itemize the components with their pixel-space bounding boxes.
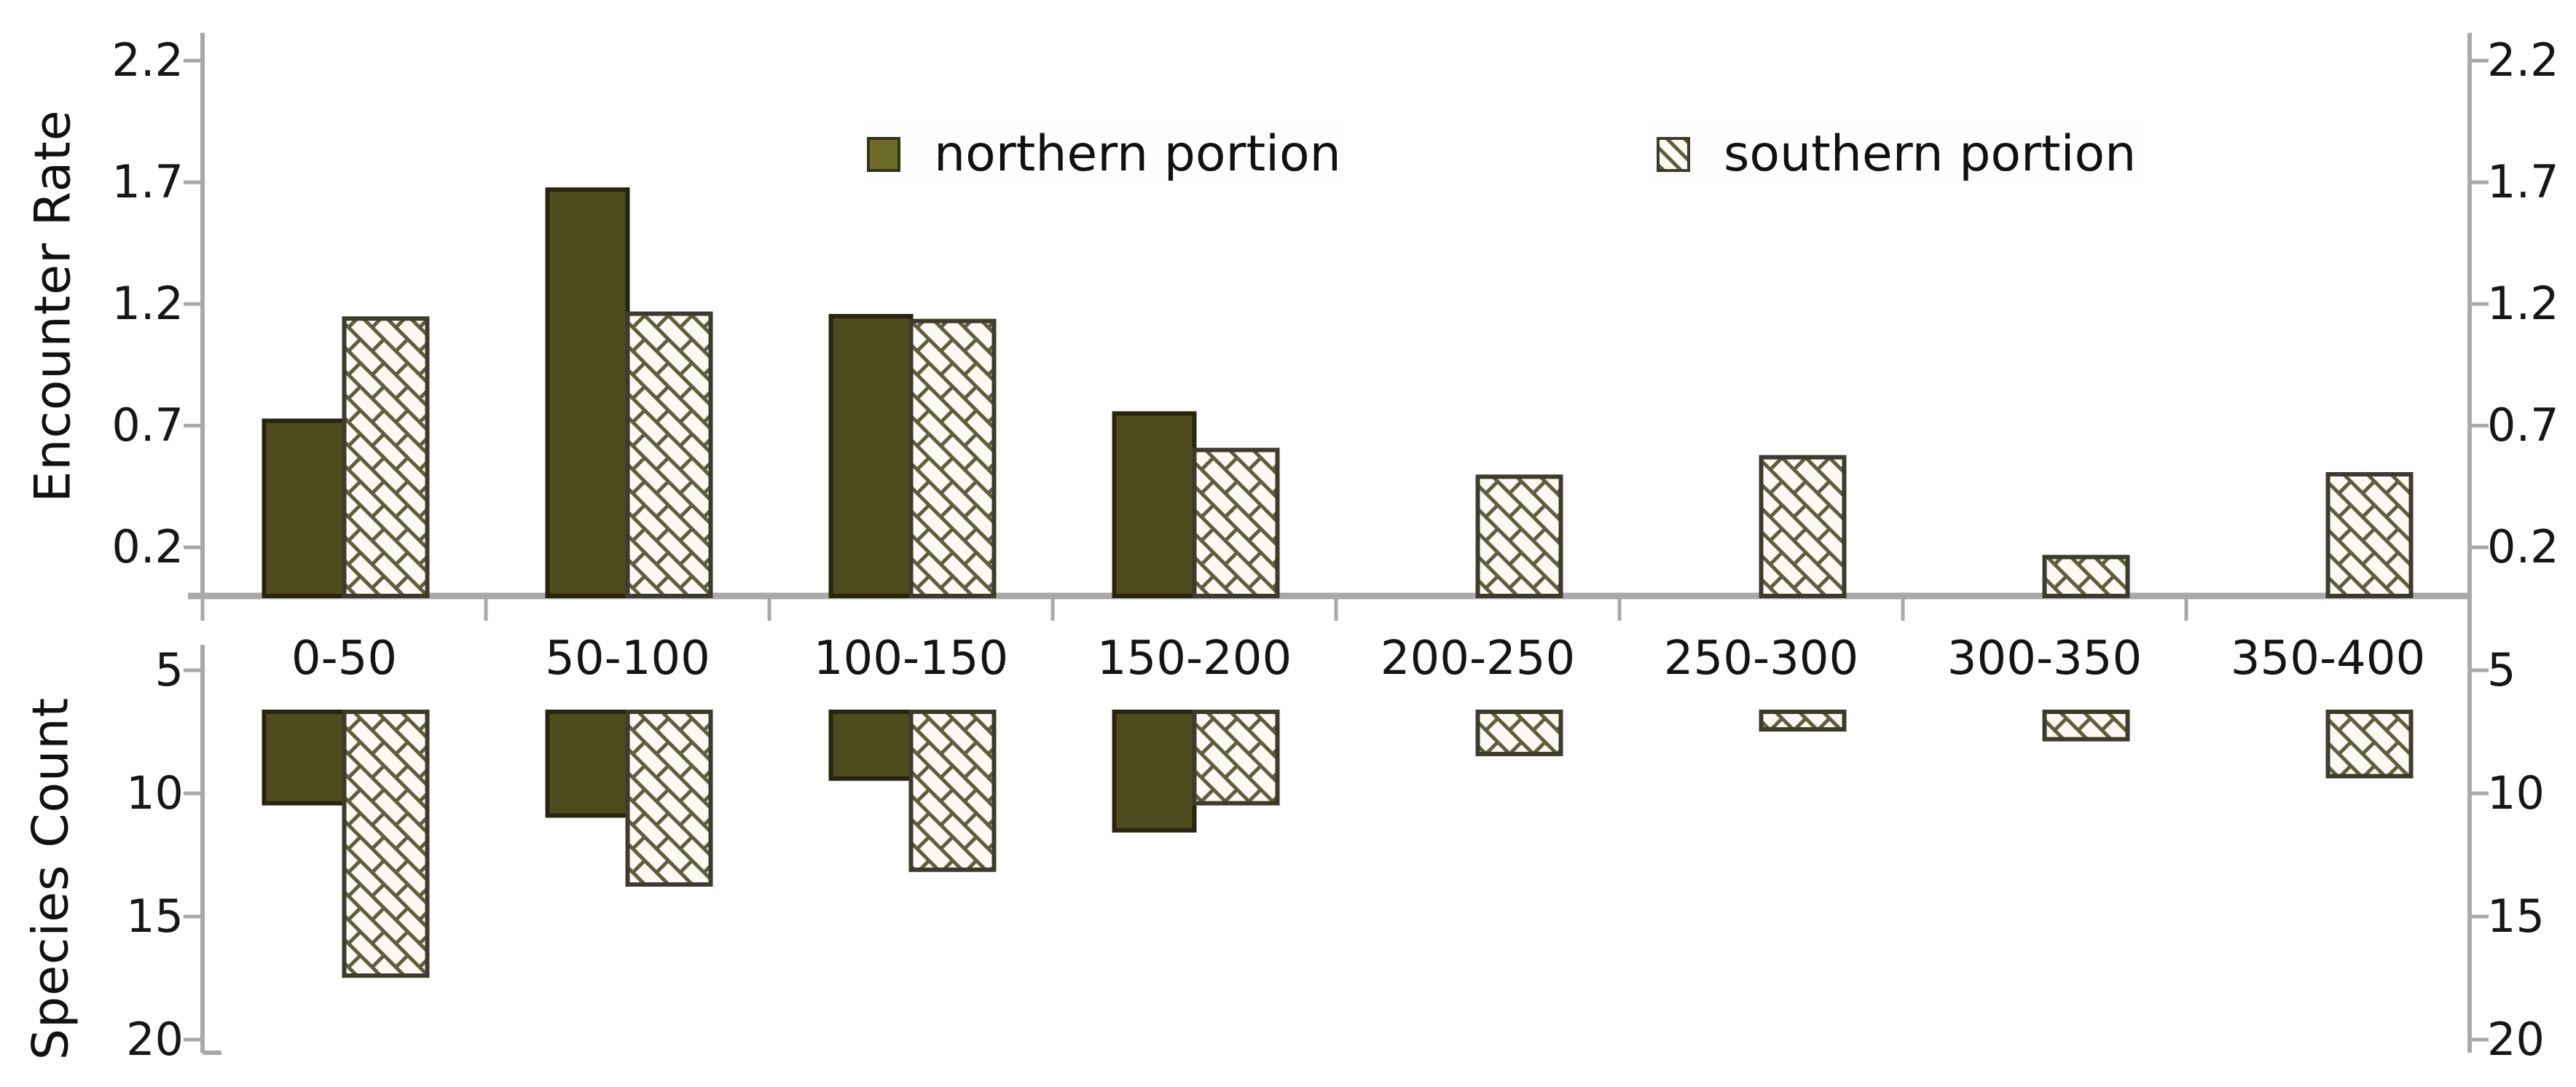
y-axis-title-species-count: Species Count (22, 696, 80, 1061)
category-label-100-150: 100-150 (813, 632, 1009, 686)
bar-species-southern-0-50 (342, 710, 430, 978)
ytick-left-species-10: 10 (126, 766, 184, 820)
legend-entry-northern: northern portion (860, 122, 1348, 186)
bar-species-northern-100-150 (828, 710, 914, 781)
legend-label-northern: northern portion (934, 125, 1341, 183)
ytick-left-species-5: 5 (154, 643, 184, 696)
bar-encounter-southern-300-350 (2042, 554, 2130, 598)
ytick-left-encounter-1.2: 1.2 (111, 277, 184, 331)
bars-layer (262, 187, 2414, 978)
bar-encounter-southern-50-100 (625, 311, 713, 598)
bar-species-southern-200-250 (1475, 710, 1563, 756)
ytick-right-species-5: 5 (2487, 643, 2516, 696)
category-label-200-250: 200-250 (1380, 632, 1576, 686)
bar-encounter-northern-50-100 (545, 187, 630, 599)
ytick-right-encounter-0.7: 0.7 (2487, 399, 2559, 452)
category-label-350-400: 350-400 (2230, 632, 2426, 686)
bar-encounter-southern-200-250 (1475, 474, 1563, 599)
bar-species-southern-350-400 (2325, 710, 2414, 779)
legend-swatch-southern-hatched-icon (1657, 136, 1690, 172)
bar-encounter-southern-100-150 (908, 318, 997, 598)
ytick-left-encounter-1.7: 1.7 (111, 155, 184, 209)
category-label-50-100: 50-100 (545, 632, 710, 686)
ytick-right-species-15: 15 (2487, 890, 2545, 943)
bar-species-northern-50-100 (545, 710, 630, 818)
bar-species-southern-100-150 (908, 710, 997, 872)
legend-swatch-northern-solid-icon (867, 136, 900, 172)
bar-species-southern-300-350 (2042, 710, 2130, 742)
ytick-right-encounter-0.2: 0.2 (2487, 520, 2559, 574)
ytick-left-encounter-0.2: 0.2 (111, 520, 184, 574)
bar-species-southern-50-100 (625, 710, 713, 887)
category-label-250-300: 250-300 (1663, 632, 1859, 686)
ytick-right-species-20: 20 (2487, 1013, 2545, 1066)
bar-species-northern-0-50 (262, 710, 347, 806)
bar-species-northern-150-200 (1112, 710, 1197, 833)
ytick-right-species-10: 10 (2487, 766, 2545, 820)
ytick-right-encounter-1.2: 1.2 (2487, 277, 2559, 331)
ytick-right-encounter-1.7: 1.7 (2487, 155, 2559, 209)
bar-encounter-southern-0-50 (342, 316, 430, 598)
ytick-left-encounter-2.2: 2.2 (111, 34, 184, 87)
bar-encounter-northern-0-50 (262, 418, 347, 599)
ytick-left-species-15: 15 (126, 890, 184, 943)
legend-entry-southern: southern portion (1649, 122, 2144, 186)
axes-layer (184, 33, 2489, 1055)
bar-encounter-southern-250-300 (1759, 455, 1847, 598)
ytick-left-encounter-0.7: 0.7 (111, 399, 184, 452)
bar-encounter-northern-100-150 (828, 313, 914, 598)
bar-encounter-northern-150-200 (1112, 411, 1197, 598)
ytick-left-species-20: 20 (126, 1013, 184, 1066)
category-label-150-200: 150-200 (1096, 632, 1292, 686)
legend-label-southern: southern portion (1724, 125, 2137, 183)
bar-encounter-southern-350-400 (2325, 472, 2414, 598)
bar-species-southern-150-200 (1192, 710, 1280, 806)
bar-encounter-southern-150-200 (1192, 447, 1280, 598)
category-label-300-350: 300-350 (1947, 632, 2143, 686)
bar-species-southern-250-300 (1759, 710, 1847, 732)
ytick-right-encounter-2.2: 2.2 (2487, 34, 2559, 87)
category-label-0-50: 0-50 (291, 632, 398, 686)
